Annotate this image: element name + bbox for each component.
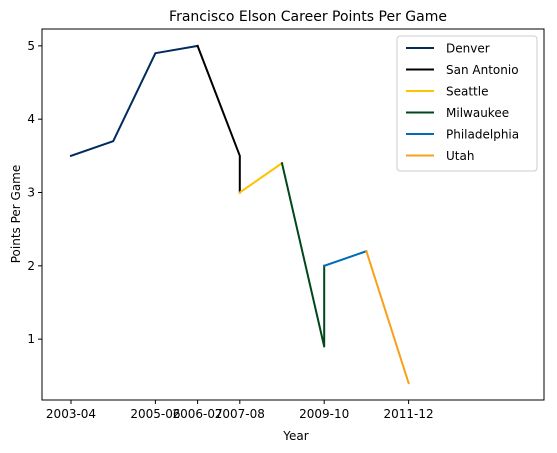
plot-area xyxy=(41,28,545,401)
y-tick-label: 1 xyxy=(27,332,35,346)
chart-title: Francisco Elson Career Points Per Game xyxy=(169,9,447,25)
series-line-seattle xyxy=(238,161,284,194)
series-line-denver xyxy=(69,44,199,158)
legend: Denver San Antonio Seattle Milwaukee Philade… xyxy=(396,35,538,172)
series-line-san-antonio xyxy=(196,44,241,194)
x-tick-label: 2006-07 xyxy=(173,407,223,421)
y-axis: 1 2 3 4 5 xyxy=(27,39,42,346)
legend-label: San Antonio xyxy=(446,63,519,77)
y-tick-label: 4 xyxy=(27,112,35,126)
legend-label: Denver xyxy=(446,42,490,56)
legend-label: Milwaukee xyxy=(446,106,509,120)
series-line-utah xyxy=(365,249,410,385)
y-tick-label: 2 xyxy=(27,259,35,273)
y-tick-label: 5 xyxy=(27,39,35,53)
y-tick-label: 3 xyxy=(27,186,35,200)
series-layer xyxy=(69,44,410,385)
x-tick-label: 2005-06 xyxy=(130,407,180,421)
x-tick-label: 2003-04 xyxy=(46,407,96,421)
x-tick-label: 2007-08 xyxy=(215,407,265,421)
x-axis-label: Year xyxy=(282,429,308,443)
y-axis-label: Points Per Game xyxy=(9,165,23,264)
series-line-milwaukee xyxy=(280,162,326,348)
legend-label: Utah xyxy=(446,149,474,163)
x-tick-label: 2009-10 xyxy=(299,407,349,421)
legend-label: Seattle xyxy=(446,85,488,99)
x-tick-label: 2011-12 xyxy=(384,407,434,421)
series-line-philadelphia xyxy=(322,249,368,268)
legend-label: Philadelphia xyxy=(446,128,519,142)
